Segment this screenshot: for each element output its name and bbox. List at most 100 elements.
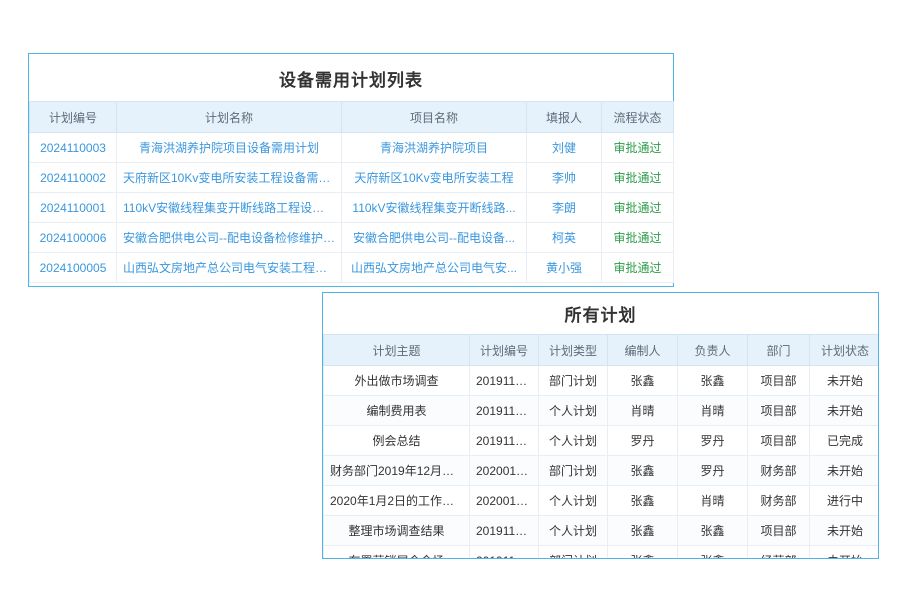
cell-project-name[interactable]: 安徽合肥供电公司--配电设备...	[341, 222, 527, 253]
table-row[interactable]: 2020年1月2日的工作日... 2020010002 个人计划 张鑫 肖晴 财…	[323, 485, 878, 516]
cell-plan-no: 2019110005	[469, 425, 539, 456]
column-header-owner[interactable]: 负责人	[677, 334, 748, 366]
cell-plan-no[interactable]: 2024100005	[29, 252, 117, 283]
cell-subject[interactable]: 例会总结	[323, 425, 470, 456]
cell-department: 项目部	[747, 395, 810, 426]
cell-plan-name[interactable]: 天府新区10Kv变电所安装工程设备需用...	[116, 162, 342, 193]
cell-owner: 张鑫	[677, 365, 748, 396]
table-row[interactable]: 布置营销展会会场 2019110003 部门计划 张鑫 张鑫 经营部 未开始	[323, 545, 878, 558]
status-badge: 审批通过	[601, 162, 674, 193]
status-badge: 审批通过	[601, 192, 674, 223]
cell-owner: 张鑫	[677, 515, 748, 546]
column-header-author[interactable]: 编制人	[607, 334, 678, 366]
plans-table-head: 计划主题 计划编号 计划类型 编制人 负责人 部门 计划状态	[323, 334, 878, 366]
status-badge: 未开始	[809, 395, 878, 426]
cell-plan-name[interactable]: 安徽合肥供电公司--配电设备检修维护和...	[116, 222, 342, 253]
table-row[interactable]: 整理市场调查结果 2019110002 个人计划 张鑫 张鑫 项目部 未开始	[323, 515, 878, 546]
equipment-plan-table: 计划编号 计划名称 项目名称 填报人 流程状态 2024110003 青海洪湖养…	[29, 101, 674, 283]
column-header-plan-status[interactable]: 计划状态	[809, 334, 878, 366]
table-row[interactable]: 例会总结 2019110005 个人计划 罗丹 罗丹 项目部 已完成	[323, 425, 878, 456]
cell-plan-no[interactable]: 2024110003	[29, 132, 117, 163]
cell-subject[interactable]: 2020年1月2日的工作日...	[323, 485, 470, 516]
cell-owner: 肖晴	[677, 485, 748, 516]
cell-plan-type: 部门计划	[538, 545, 608, 558]
column-header-plan-no[interactable]: 计划编号	[469, 334, 539, 366]
status-badge: 审批通过	[601, 132, 674, 163]
cell-author: 罗丹	[607, 425, 678, 456]
cell-subject[interactable]: 布置营销展会会场	[323, 545, 470, 558]
cell-plan-name[interactable]: 青海洪湖养护院项目设备需用计划	[116, 132, 342, 163]
column-header-department[interactable]: 部门	[747, 334, 810, 366]
equipment-panel-title: 设备需用计划列表	[29, 54, 673, 101]
cell-author: 张鑫	[607, 455, 678, 486]
table-header-row: 计划编号 计划名称 项目名称 填报人 流程状态	[29, 101, 674, 133]
all-plans-panel: 所有计划 计划主题 计划编号 计划类型 编制人 负责人 部门	[322, 292, 879, 559]
table-row[interactable]: 2024100005 山西弘文房地产总公司电气安装工程设备... 山西弘文房地产…	[29, 252, 674, 283]
column-header-plan-no[interactable]: 计划编号	[29, 101, 117, 133]
status-badge: 未开始	[809, 365, 878, 396]
equipment-plan-panel: 设备需用计划列表 计划编号 计划名称 项目名称 填报人 流程状态	[28, 53, 674, 287]
cell-subject[interactable]: 整理市场调查结果	[323, 515, 470, 546]
cell-reporter: 刘健	[526, 132, 602, 163]
cell-plan-name[interactable]: 山西弘文房地产总公司电气安装工程设备...	[116, 252, 342, 283]
cell-plan-no[interactable]: 2024100006	[29, 222, 117, 253]
cell-plan-type: 部门计划	[538, 455, 608, 486]
status-badge: 未开始	[809, 545, 878, 558]
cell-plan-type: 个人计划	[538, 395, 608, 426]
cell-department: 财务部	[747, 455, 810, 486]
cell-subject[interactable]: 财务部门2019年12月的...	[323, 455, 470, 486]
cell-reporter: 黄小强	[526, 252, 602, 283]
cell-author: 肖晴	[607, 395, 678, 426]
cell-project-name[interactable]: 天府新区10Kv变电所安装工程	[341, 162, 527, 193]
table-row[interactable]: 2024110001 110kV安徽线程集变开断线路工程设备需... 110kV…	[29, 192, 674, 223]
cell-author: 张鑫	[607, 485, 678, 516]
column-header-plan-type[interactable]: 计划类型	[538, 334, 608, 366]
column-header-reporter[interactable]: 填报人	[526, 101, 602, 133]
equipment-table-body: 2024110003 青海洪湖养护院项目设备需用计划 青海洪湖养护院项目 刘健 …	[29, 132, 674, 283]
cell-owner: 罗丹	[677, 425, 748, 456]
cell-author: 张鑫	[607, 515, 678, 546]
cell-department: 经营部	[747, 545, 810, 558]
column-header-plan-name[interactable]: 计划名称	[116, 101, 342, 133]
cell-department: 项目部	[747, 515, 810, 546]
cell-department: 财务部	[747, 485, 810, 516]
cell-plan-no: 2019110004	[469, 395, 539, 426]
status-badge: 已完成	[809, 425, 878, 456]
status-badge: 审批通过	[601, 222, 674, 253]
table-row[interactable]: 财务部门2019年12月的... 2020010001 部门计划 张鑫 罗丹 财…	[323, 455, 878, 486]
table-row[interactable]: 2024110003 青海洪湖养护院项目设备需用计划 青海洪湖养护院项目 刘健 …	[29, 132, 674, 163]
cell-plan-no[interactable]: 2024110002	[29, 162, 117, 193]
cell-plan-no: 2020010001	[469, 455, 539, 486]
cell-subject[interactable]: 外出做市场调查	[323, 365, 470, 396]
cell-project-name[interactable]: 青海洪湖养护院项目	[341, 132, 527, 163]
plans-panel-title: 所有计划	[323, 293, 878, 334]
table-header-row: 计划主题 计划编号 计划类型 编制人 负责人 部门 计划状态	[323, 334, 878, 366]
cell-author: 张鑫	[607, 545, 678, 558]
cell-reporter: 柯英	[526, 222, 602, 253]
table-row[interactable]: 外出做市场调查 2019110001 部门计划 张鑫 张鑫 项目部 未开始	[323, 365, 878, 396]
cell-plan-no: 2019110002	[469, 515, 539, 546]
cell-plan-type: 部门计划	[538, 365, 608, 396]
cell-reporter: 李朗	[526, 192, 602, 223]
cell-department: 项目部	[747, 425, 810, 456]
status-badge: 未开始	[809, 515, 878, 546]
cell-plan-name[interactable]: 110kV安徽线程集变开断线路工程设备需...	[116, 192, 342, 223]
status-badge: 未开始	[809, 455, 878, 486]
cell-owner: 罗丹	[677, 455, 748, 486]
cell-owner: 张鑫	[677, 545, 748, 558]
cell-plan-no: 2019110001	[469, 365, 539, 396]
cell-subject[interactable]: 编制费用表	[323, 395, 470, 426]
cell-project-name[interactable]: 110kV安徽线程集变开断线路...	[341, 192, 527, 223]
table-row[interactable]: 2024100006 安徽合肥供电公司--配电设备检修维护和... 安徽合肥供电…	[29, 222, 674, 253]
table-row[interactable]: 2024110002 天府新区10Kv变电所安装工程设备需用... 天府新区10…	[29, 162, 674, 193]
column-header-flow-status[interactable]: 流程状态	[601, 101, 674, 133]
cell-plan-no[interactable]: 2024110001	[29, 192, 117, 223]
column-header-subject[interactable]: 计划主题	[323, 334, 470, 366]
cell-plan-type: 个人计划	[538, 485, 608, 516]
cell-project-name[interactable]: 山西弘文房地产总公司电气安...	[341, 252, 527, 283]
all-plans-table: 计划主题 计划编号 计划类型 编制人 负责人 部门 计划状态 外出做市场调查 2…	[323, 334, 878, 558]
column-header-project-name[interactable]: 项目名称	[341, 101, 527, 133]
cell-plan-no: 2019110003	[469, 545, 539, 558]
table-row[interactable]: 编制费用表 2019110004 个人计划 肖晴 肖晴 项目部 未开始	[323, 395, 878, 426]
